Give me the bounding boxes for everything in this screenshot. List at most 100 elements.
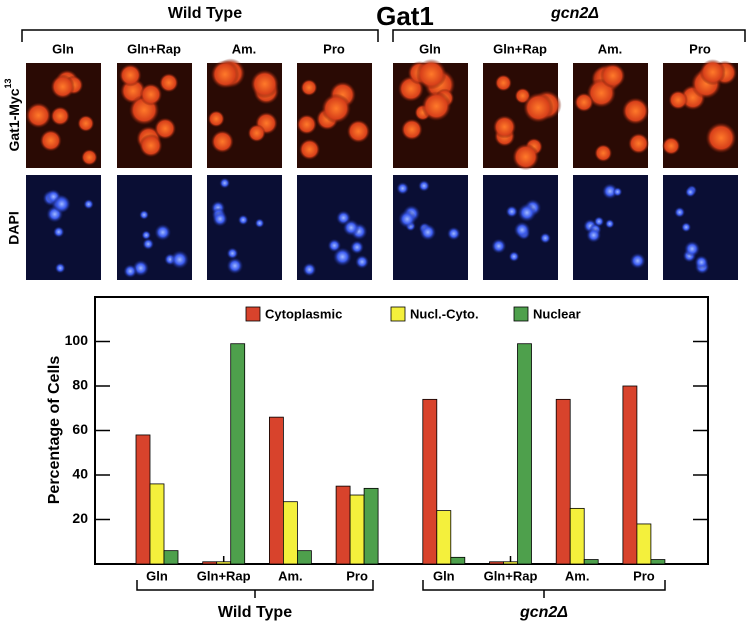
column-label: Am. — [232, 41, 257, 56]
bar — [583, 559, 599, 565]
cell — [25, 102, 52, 129]
cell — [81, 149, 98, 166]
legend-label: Cytoplasmic — [265, 306, 342, 321]
cell — [170, 250, 190, 270]
cell — [50, 106, 70, 126]
cell — [296, 114, 317, 135]
cell — [401, 118, 423, 141]
cell — [684, 240, 701, 257]
cell — [396, 182, 410, 195]
cell — [210, 130, 234, 154]
cell — [492, 115, 517, 139]
y-tick-label: 40 — [72, 466, 88, 482]
cell — [699, 59, 726, 86]
bar — [622, 385, 638, 565]
cell — [586, 227, 602, 243]
cell — [247, 124, 266, 143]
column-label: Pro — [323, 41, 345, 56]
group-label: Wild Type — [168, 5, 242, 22]
bar — [363, 487, 379, 565]
x-tick-label: Gln — [433, 568, 455, 583]
x-tick-label: Am. — [565, 568, 590, 583]
cell — [398, 209, 417, 229]
column-label: Am. — [598, 41, 623, 56]
cell — [513, 221, 531, 239]
bracket — [136, 580, 374, 598]
cell — [342, 219, 360, 237]
cell — [491, 238, 507, 254]
cell — [523, 92, 554, 123]
cell — [674, 206, 686, 218]
cell — [539, 232, 551, 244]
cell — [600, 63, 626, 89]
column-label: Gln — [419, 41, 441, 56]
bar — [349, 494, 365, 565]
y-tick-label: 60 — [72, 421, 88, 437]
bar — [503, 561, 518, 565]
cell — [159, 73, 179, 93]
legend-swatch — [245, 306, 261, 322]
bar — [335, 485, 351, 565]
cell — [54, 262, 66, 274]
bar — [489, 561, 504, 565]
cell — [254, 218, 265, 229]
column-label: Pro — [689, 41, 711, 56]
legend-swatch — [390, 306, 406, 322]
bar — [163, 550, 179, 565]
cell — [250, 69, 280, 99]
x-tick-label: Gln — [146, 568, 168, 583]
y-tick-label: 100 — [65, 332, 89, 348]
cell — [154, 223, 172, 241]
column-label: Gln+Rap — [493, 41, 547, 56]
bracket — [392, 29, 746, 42]
cell — [694, 255, 709, 270]
cell — [685, 186, 696, 198]
cell — [139, 133, 163, 158]
cell — [629, 252, 646, 269]
cell — [662, 136, 681, 156]
cell — [207, 110, 225, 128]
bar — [636, 523, 652, 565]
cell — [350, 240, 364, 255]
cell — [505, 205, 518, 218]
cell — [602, 183, 618, 200]
y-tick-label: 20 — [72, 510, 88, 526]
cell — [621, 97, 650, 125]
group-label: gcn2Δ — [519, 604, 568, 621]
cell — [226, 247, 239, 260]
cell — [219, 177, 231, 189]
bar — [450, 556, 466, 565]
cell — [346, 119, 371, 144]
group-label: gcn2Δ — [550, 5, 599, 22]
figure-title: Gat1 — [376, 1, 434, 31]
cell — [210, 60, 240, 89]
bar — [422, 398, 438, 565]
cell — [612, 187, 623, 197]
group-label: Wild Type — [218, 604, 292, 621]
bar — [135, 434, 151, 565]
bar — [202, 561, 218, 565]
bar — [216, 561, 232, 565]
cell — [50, 74, 75, 99]
bar — [555, 398, 571, 565]
cell — [321, 93, 352, 124]
cell — [594, 144, 613, 163]
bar — [149, 483, 165, 565]
bar — [268, 416, 284, 565]
cell — [512, 143, 540, 171]
cell — [494, 74, 512, 92]
cell — [141, 230, 152, 240]
cell — [705, 122, 737, 154]
x-tick-label: Gln+Rap — [484, 568, 538, 583]
cell — [355, 254, 370, 269]
cell — [39, 129, 62, 152]
legend-label: Nucl.-Cyto. — [410, 306, 479, 321]
row-label: Gat1-Myc13 — [3, 78, 21, 151]
row-label: DAPI — [6, 211, 22, 244]
cell — [119, 63, 142, 87]
x-tick-label: Pro — [346, 568, 368, 583]
cell — [628, 132, 650, 154]
x-tick-label: Gln+Rap — [197, 568, 251, 583]
bar — [296, 550, 312, 565]
